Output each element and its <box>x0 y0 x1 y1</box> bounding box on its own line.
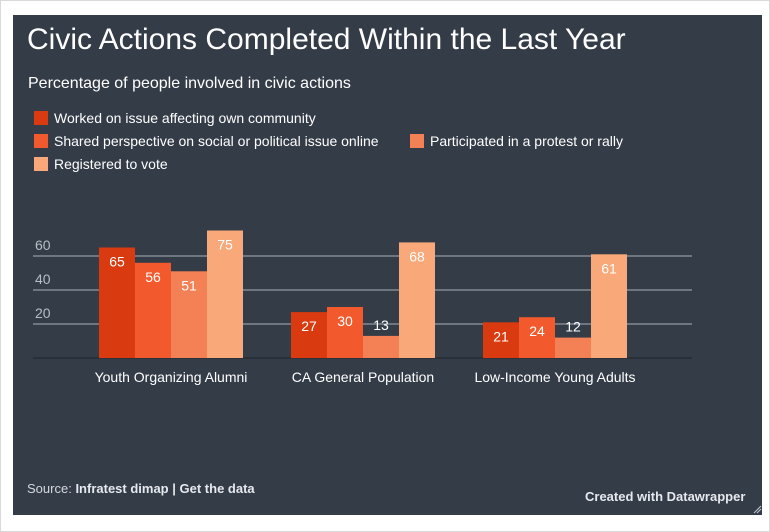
x-category-label: Low-Income Young Adults <box>474 369 635 385</box>
resize-handle-icon[interactable] <box>752 504 762 514</box>
data-label: 24 <box>529 323 545 339</box>
legend-swatch-protest <box>410 134 424 148</box>
source-separator: | <box>172 481 176 496</box>
source-line: Source: Infratest dimap | Get the data <box>27 481 255 496</box>
data-label: 56 <box>145 269 161 285</box>
y-tick-label: 40 <box>35 271 51 287</box>
data-label: 13 <box>373 317 389 333</box>
bar <box>399 242 435 358</box>
data-label: 21 <box>493 328 509 344</box>
datawrapper-credit[interactable]: Created with Datawrapper <box>585 489 746 504</box>
y-tick-label: 20 <box>35 305 51 321</box>
chart-panel: Civic Actions Completed Within the Last … <box>13 15 762 515</box>
bar <box>171 271 207 358</box>
legend-item-vote: Registered to vote <box>34 156 168 172</box>
bar <box>291 312 327 358</box>
data-label: 27 <box>301 318 317 334</box>
get-the-data-link[interactable]: Get the data <box>179 481 255 496</box>
x-category-label: Youth Organizing Alumni <box>95 369 248 385</box>
bar-chart: 20 40 60 65 56 51 75 Youth Organizing Alumni 27 3… <box>33 230 692 385</box>
legend-swatch-community <box>34 111 48 125</box>
legend-label-community: Worked on issue affecting own community <box>54 110 316 126</box>
data-label: 30 <box>337 313 353 329</box>
chart-subtitle: Percentage of people involved in civic a… <box>28 75 351 92</box>
data-label: 75 <box>217 237 233 253</box>
source-name: Infratest dimap <box>75 481 169 496</box>
legend-swatch-vote <box>34 157 48 171</box>
bar <box>483 322 519 358</box>
legend-item-online: Shared perspective on social or politica… <box>34 133 379 149</box>
legend-label-online: Shared perspective on social or politica… <box>54 133 379 149</box>
bar <box>207 230 243 358</box>
chart-title: Civic Actions Completed Within the Last … <box>27 23 626 56</box>
source-label: Source: <box>27 481 72 496</box>
legend-item-community: Worked on issue affecting own community <box>34 110 316 126</box>
bar <box>555 337 591 358</box>
data-label: 61 <box>601 260 617 276</box>
data-label: 12 <box>565 319 581 335</box>
x-category-label: CA General Population <box>292 369 434 385</box>
legend-item-protest: Participated in a protest or rally <box>410 133 623 149</box>
data-label: 51 <box>181 277 197 293</box>
bar <box>135 262 171 358</box>
data-label: 65 <box>109 254 125 270</box>
y-tick-label: 60 <box>35 237 51 253</box>
bar <box>591 254 627 358</box>
bar <box>99 247 135 358</box>
legend-label-protest: Participated in a protest or rally <box>430 133 623 149</box>
legend-swatch-online <box>34 134 48 148</box>
bar <box>327 307 363 358</box>
bar <box>519 317 555 358</box>
data-label: 68 <box>409 248 425 264</box>
bar <box>363 335 399 358</box>
legend-label-vote: Registered to vote <box>54 156 168 172</box>
